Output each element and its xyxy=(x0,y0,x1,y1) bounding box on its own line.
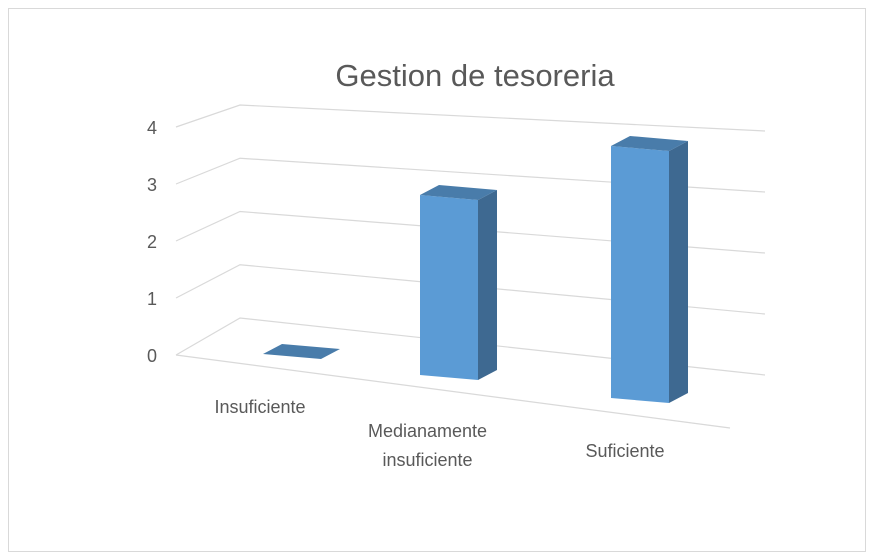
y-tick-label: 2 xyxy=(147,232,157,252)
x-tick-label: Medianamente insuficiente xyxy=(367,421,488,470)
x-tick-label: Insuficiente xyxy=(214,397,306,417)
y-tick-label: 0 xyxy=(147,346,157,366)
chart-title: Gestion de tesoreria xyxy=(335,58,615,93)
bar xyxy=(263,344,340,359)
x-tick-label: Suficiente xyxy=(585,441,665,461)
bar-top xyxy=(611,136,688,151)
bar xyxy=(420,185,497,380)
grid-line xyxy=(175,264,766,315)
grid-line xyxy=(175,104,766,132)
bar-front xyxy=(611,146,669,403)
y-tick-label: 3 xyxy=(147,175,157,195)
bar-side xyxy=(669,141,688,403)
grid-line xyxy=(175,157,766,193)
floor-edge xyxy=(175,354,731,429)
bar-side xyxy=(478,190,497,380)
bar-top xyxy=(263,344,340,359)
bar-top xyxy=(420,185,497,200)
y-tick-label: 4 xyxy=(147,118,157,138)
grid-line xyxy=(175,210,766,254)
bar-front xyxy=(420,195,478,380)
grid-line xyxy=(175,317,766,376)
y-tick-label: 1 xyxy=(147,289,157,309)
bar xyxy=(611,136,688,403)
